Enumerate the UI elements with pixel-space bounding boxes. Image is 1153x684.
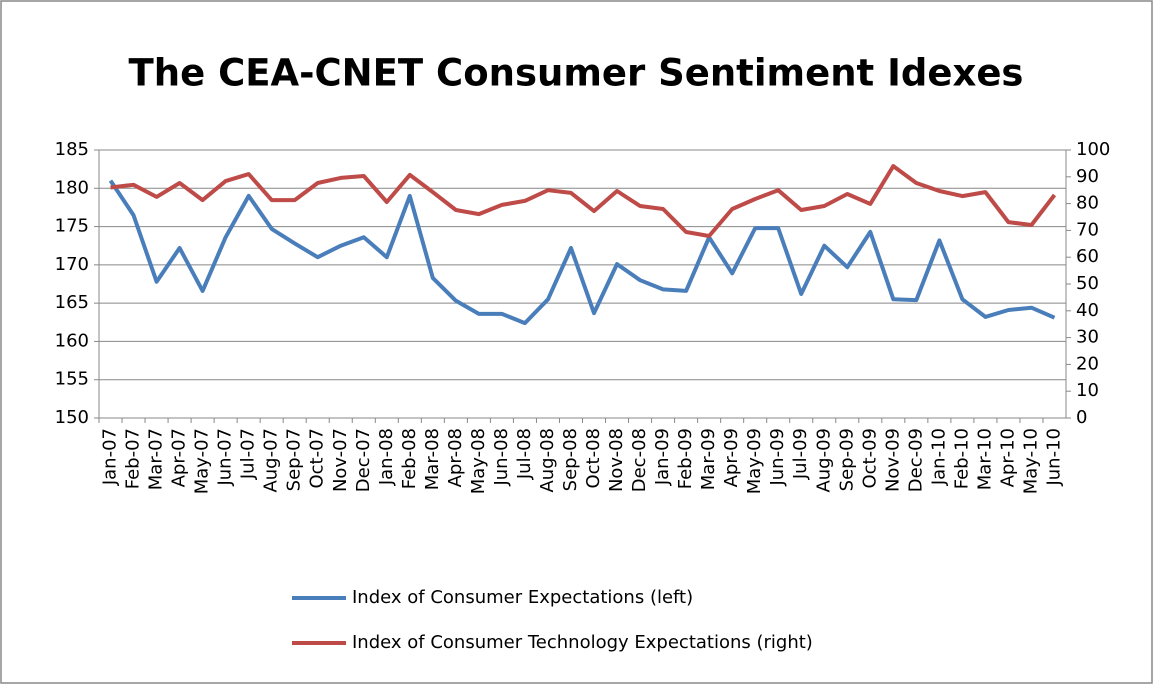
x-tick-label: Mar-08	[422, 428, 443, 490]
x-tick-label: May-09	[744, 428, 765, 494]
x-tick-label: Dec-09	[905, 428, 926, 492]
y2-tick-label: 0	[1076, 407, 1087, 428]
y2-tick-label: 50	[1076, 273, 1099, 294]
chart-title: The CEA-CNET Consumer Sentiment Idexes	[129, 52, 1024, 95]
y2-tick-label: 80	[1076, 193, 1099, 214]
x-tick-label: May-10	[1020, 428, 1041, 494]
x-tick-label: Mar-10	[974, 428, 995, 490]
y2-tick-label: 100	[1076, 139, 1110, 160]
x-tick-label: May-08	[468, 428, 489, 494]
x-tick-label: Jul-07	[238, 428, 259, 480]
x-tick-label: Jan-07	[100, 428, 121, 486]
y-tick-label: 165	[55, 292, 89, 313]
y-tick-label: 185	[55, 139, 89, 160]
x-tick-label: Nov-07	[330, 428, 351, 492]
x-tick-label: Jan-08	[376, 428, 397, 486]
x-tick-label: Oct-09	[859, 428, 880, 489]
x-tick-label: Aug-07	[261, 428, 282, 493]
x-tick-label: Jul-08	[514, 428, 535, 480]
x-tick-label: Aug-09	[813, 428, 834, 493]
y2-tick-label: 90	[1076, 166, 1099, 187]
y-tick-label: 150	[55, 407, 89, 428]
x-tick-label: Apr-10	[997, 428, 1018, 487]
x-tick-label: Jun-07	[215, 428, 236, 487]
series-line	[108, 179, 1056, 326]
y2-tick-label: 30	[1076, 327, 1099, 348]
y-tick-label: 175	[55, 216, 89, 237]
x-tick-label: Mar-07	[146, 428, 167, 490]
x-tick-label: Oct-08	[583, 428, 604, 489]
x-tick-label: Sep-07	[284, 428, 305, 491]
x-tick-label: Mar-09	[698, 428, 719, 490]
x-tick-label: Sep-09	[836, 428, 857, 491]
x-tick-label: Sep-08	[560, 428, 581, 491]
x-tick-label: Jul-09	[790, 428, 811, 480]
y-tick-label: 160	[55, 330, 89, 351]
legend-label: Index of Consumer Technology Expectation…	[352, 632, 813, 653]
x-tick-label: Jun-08	[491, 428, 512, 487]
legend-label: Index of Consumer Expectations (left)	[352, 587, 693, 608]
x-tick-label: Jun-10	[1043, 428, 1064, 487]
y2-tick-label: 40	[1076, 300, 1099, 321]
y-tick-label: 180	[55, 177, 89, 198]
y2-tick-label: 70	[1076, 219, 1099, 240]
y-tick-label: 170	[55, 254, 89, 275]
x-tick-label: Aug-08	[537, 428, 558, 493]
x-tick-label: Apr-07	[169, 428, 190, 487]
x-tick-label: Jun-09	[767, 428, 788, 487]
x-tick-label: Dec-07	[353, 428, 374, 492]
y2-tick-label: 60	[1076, 246, 1099, 267]
x-tick-label: Apr-08	[445, 428, 466, 487]
x-tick-label: May-07	[192, 428, 213, 494]
x-tick-label: Feb-08	[399, 428, 420, 489]
x-tick-label: Oct-07	[307, 428, 328, 489]
x-tick-label: Feb-10	[951, 428, 972, 489]
x-tick-label: Jan-10	[928, 428, 949, 486]
x-tick-label: Nov-08	[606, 428, 627, 492]
x-tick-label: Jan-09	[652, 428, 673, 486]
x-tick-label: Feb-07	[123, 428, 144, 489]
x-tick-label: Apr-09	[721, 428, 742, 487]
y-tick-label: 155	[55, 369, 89, 390]
x-tick-label: Feb-09	[675, 428, 696, 489]
y2-tick-label: 20	[1076, 353, 1099, 374]
series-line	[110, 164, 1057, 238]
x-tick-label: Nov-09	[882, 428, 903, 492]
y2-tick-label: 10	[1076, 380, 1099, 401]
x-tick-label: Dec-08	[629, 428, 650, 492]
